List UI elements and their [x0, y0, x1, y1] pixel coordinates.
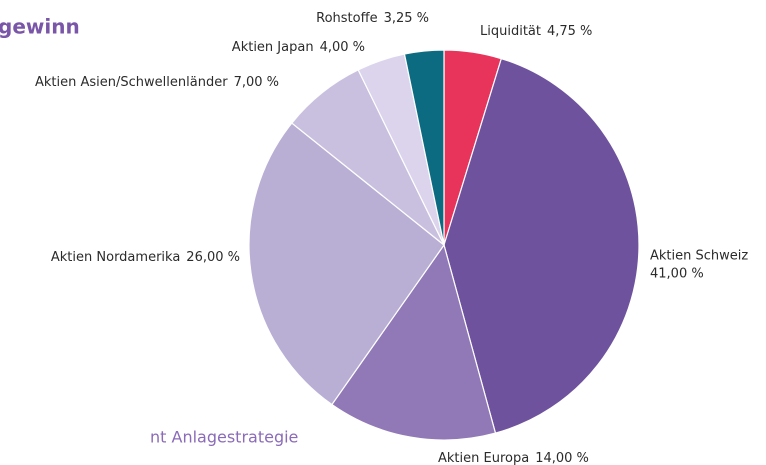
pie-slice	[403, 49, 445, 246]
slice-label: Aktien Japan 4,00 %	[232, 40, 365, 55]
slice-label: Aktien Schweiz	[650, 249, 748, 264]
value-label: 4,00 %	[320, 40, 365, 55]
slice-label: Aktien Europa 14,00 %	[438, 451, 589, 465]
value-label: 3,25 %	[384, 11, 429, 26]
value-label: 14,00 %	[535, 451, 589, 465]
category-name: Liquidität	[480, 24, 541, 39]
value-label: 7,00 %	[234, 75, 279, 90]
pie-slice	[248, 122, 445, 406]
chart-subtitle: nt Anlagestrategie	[150, 428, 298, 447]
category-name: Rohstoffe	[316, 11, 377, 26]
pie-slice	[443, 57, 640, 434]
chart-title: gewinn	[0, 15, 80, 39]
slice-label: Aktien Nordamerika 26,00 %	[51, 250, 240, 265]
category-name: Aktien Asien/Schwellenländer	[35, 75, 228, 90]
category-name: Aktien Europa	[438, 451, 529, 465]
slice-label: Liquidität 4,75 %	[480, 24, 592, 39]
value-label: 4,75 %	[547, 24, 592, 39]
value-label: 41,00 %	[650, 267, 704, 282]
slice-label: Aktien Asien/Schwellenländer 7,00 %	[35, 75, 279, 90]
category-name: Aktien Nordamerika	[51, 250, 180, 265]
slice-label: Rohstoffe 3,25 %	[316, 11, 429, 26]
value-label: 26,00 %	[186, 250, 240, 265]
category-name: Aktien Japan	[232, 40, 314, 55]
pie-slice	[331, 243, 497, 441]
